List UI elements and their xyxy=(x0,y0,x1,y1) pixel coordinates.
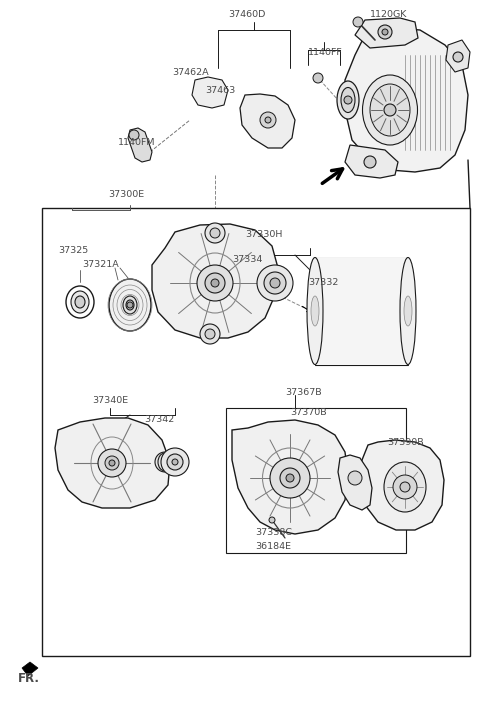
Circle shape xyxy=(172,459,178,465)
Polygon shape xyxy=(355,18,418,48)
Polygon shape xyxy=(345,145,398,178)
Bar xyxy=(226,408,406,553)
Text: 36184E: 36184E xyxy=(255,542,291,551)
Ellipse shape xyxy=(384,462,426,512)
Circle shape xyxy=(161,448,189,476)
Circle shape xyxy=(129,130,139,140)
Circle shape xyxy=(127,302,133,308)
Polygon shape xyxy=(22,662,38,676)
Polygon shape xyxy=(128,128,152,162)
Polygon shape xyxy=(345,28,468,172)
Text: 37340E: 37340E xyxy=(92,396,128,405)
Text: 37325: 37325 xyxy=(58,246,88,255)
Circle shape xyxy=(105,456,119,470)
Text: 37370B: 37370B xyxy=(290,408,326,417)
Text: FR.: FR. xyxy=(18,672,40,685)
Polygon shape xyxy=(360,440,444,530)
Polygon shape xyxy=(55,418,170,508)
Ellipse shape xyxy=(341,88,355,112)
Ellipse shape xyxy=(66,286,94,318)
Text: 37330H: 37330H xyxy=(245,230,282,239)
Ellipse shape xyxy=(362,75,418,145)
Text: 37342: 37342 xyxy=(144,415,174,424)
Text: 1140FM: 1140FM xyxy=(118,138,156,147)
Bar xyxy=(42,208,470,656)
Text: 37321A: 37321A xyxy=(82,260,119,269)
Circle shape xyxy=(453,52,463,62)
Circle shape xyxy=(155,452,175,472)
Ellipse shape xyxy=(311,296,319,326)
Circle shape xyxy=(382,29,388,35)
Ellipse shape xyxy=(123,296,137,314)
Circle shape xyxy=(269,517,275,523)
Circle shape xyxy=(211,279,219,287)
Ellipse shape xyxy=(337,81,359,119)
Ellipse shape xyxy=(75,296,85,308)
Ellipse shape xyxy=(370,84,410,136)
Text: 37390B: 37390B xyxy=(387,438,424,447)
Text: 1140FF: 1140FF xyxy=(308,48,343,57)
Circle shape xyxy=(313,73,323,83)
Circle shape xyxy=(167,454,183,470)
Circle shape xyxy=(364,156,376,168)
Text: 1120GK: 1120GK xyxy=(370,10,408,19)
Circle shape xyxy=(109,460,115,466)
Circle shape xyxy=(205,329,215,339)
Text: 37300E: 37300E xyxy=(108,190,144,199)
Bar xyxy=(315,258,408,365)
Circle shape xyxy=(280,468,300,488)
Text: 37332: 37332 xyxy=(308,278,338,287)
Circle shape xyxy=(98,449,126,477)
Polygon shape xyxy=(338,455,372,510)
Polygon shape xyxy=(240,94,295,148)
Circle shape xyxy=(260,112,276,128)
Ellipse shape xyxy=(404,296,412,326)
Ellipse shape xyxy=(109,279,151,331)
Text: 37460D: 37460D xyxy=(228,10,265,19)
Text: 37462A: 37462A xyxy=(172,68,209,77)
Ellipse shape xyxy=(71,291,89,313)
Polygon shape xyxy=(192,77,228,108)
Text: 37334: 37334 xyxy=(232,255,263,264)
Circle shape xyxy=(264,272,286,294)
Circle shape xyxy=(210,228,220,238)
Circle shape xyxy=(265,117,271,123)
Circle shape xyxy=(197,265,233,301)
Polygon shape xyxy=(232,420,348,534)
Circle shape xyxy=(384,104,396,116)
Circle shape xyxy=(286,474,294,482)
Circle shape xyxy=(393,475,417,499)
Circle shape xyxy=(270,278,280,288)
Ellipse shape xyxy=(126,300,134,310)
Circle shape xyxy=(348,471,362,485)
Circle shape xyxy=(378,25,392,39)
Circle shape xyxy=(200,324,220,344)
Polygon shape xyxy=(446,40,470,72)
Polygon shape xyxy=(152,224,278,338)
Ellipse shape xyxy=(400,258,416,365)
Circle shape xyxy=(270,458,310,498)
Text: 37367B: 37367B xyxy=(285,388,322,397)
Circle shape xyxy=(344,96,352,104)
Ellipse shape xyxy=(307,258,323,365)
Circle shape xyxy=(205,223,225,243)
Circle shape xyxy=(205,273,225,293)
Text: 37338C: 37338C xyxy=(255,528,292,537)
Text: 37463: 37463 xyxy=(205,86,235,95)
Circle shape xyxy=(353,17,363,27)
Circle shape xyxy=(257,265,293,301)
Circle shape xyxy=(400,482,410,492)
